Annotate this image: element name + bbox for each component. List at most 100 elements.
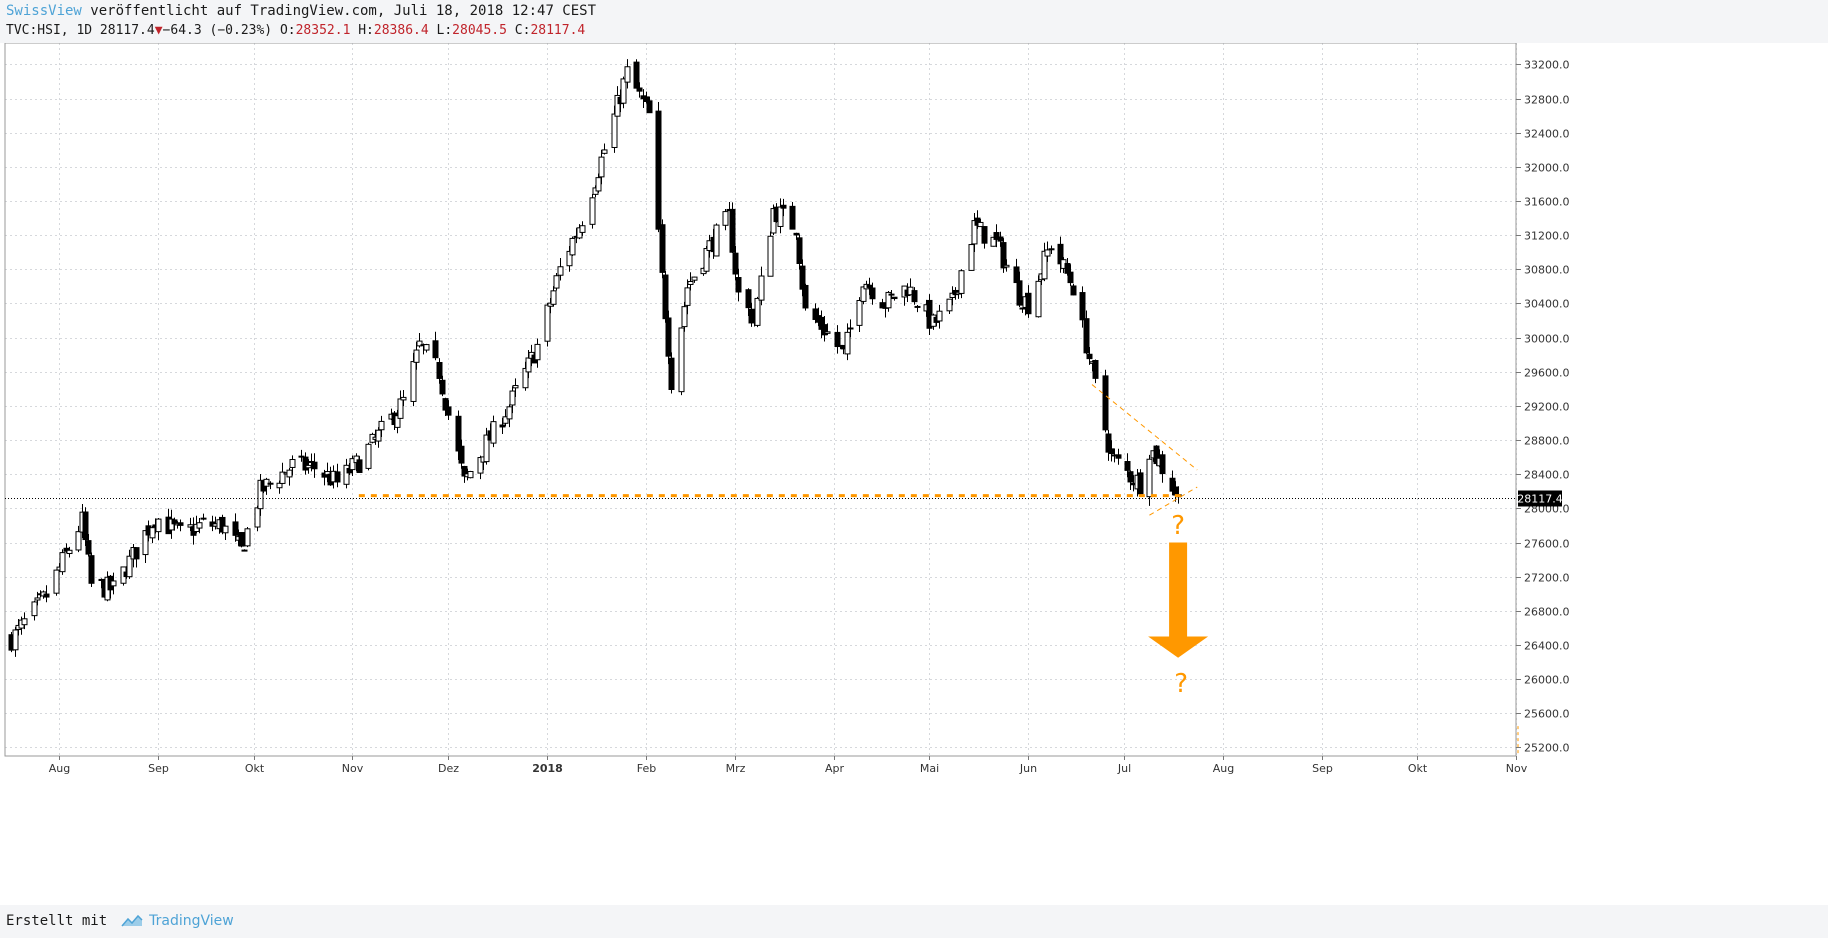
y-tick-label: 29200.0: [1524, 401, 1570, 414]
author-name[interactable]: SwissView: [6, 3, 82, 19]
candle-down: [82, 511, 89, 541]
candle-up: [289, 459, 296, 468]
candle-up: [59, 552, 66, 573]
candle-up: [196, 522, 203, 529]
low-value: 28045.5: [452, 23, 507, 38]
y-tick-label: 25600.0: [1524, 708, 1570, 721]
candle-down: [997, 236, 1004, 242]
y-tick-label: 31600.0: [1524, 196, 1570, 209]
candle-down: [458, 445, 465, 464]
y-tick-label: 28800.0: [1524, 435, 1570, 448]
candle-up: [365, 443, 372, 469]
candle-up: [502, 416, 509, 424]
candle-up: [349, 458, 356, 471]
candle-up: [257, 479, 264, 510]
candle-up: [483, 434, 490, 463]
y-tick-label: 30400.0: [1524, 298, 1570, 311]
candle-down: [1086, 353, 1093, 360]
candle-up: [375, 429, 382, 442]
candle-up: [589, 197, 596, 225]
candle-down: [732, 252, 739, 275]
candle-up: [678, 327, 685, 393]
y-tick-label: 26400.0: [1524, 640, 1570, 653]
candle-up: [1035, 280, 1042, 318]
y-tick-label: 33200.0: [1524, 59, 1570, 72]
plot-frame: [4, 42, 1517, 757]
candle-down: [1067, 271, 1074, 284]
candle-down: [98, 578, 105, 582]
candle-down: [445, 406, 452, 416]
candle-up: [569, 237, 576, 256]
open-value: 28352.1: [295, 23, 351, 38]
candle-up: [512, 385, 519, 389]
candle-up: [847, 327, 854, 330]
candle-up: [1146, 458, 1153, 498]
annotation-layer[interactable]: ??: [358, 384, 1519, 754]
down-triangle-icon: ▼: [154, 23, 163, 38]
candle-down: [241, 549, 248, 552]
x-tick-label: Okt: [1408, 762, 1428, 775]
current-price-label: 28117.4: [1517, 493, 1563, 506]
candlestick-chart[interactable]: ?? 25200.0 25600.0 26000.0 26400.0 26800.0 27…: [0, 42, 1828, 905]
x-tick-label: Apr: [825, 762, 845, 775]
trendline-lower: [1149, 486, 1198, 516]
x-tick-label: Aug: [49, 762, 70, 775]
candle-up: [155, 518, 162, 533]
candle-up: [12, 629, 19, 651]
question-mark-lower: ?: [1174, 669, 1188, 699]
candle-down: [1079, 292, 1086, 321]
candle-down: [1048, 248, 1055, 251]
current-price-badge: [1518, 490, 1562, 507]
candle-down: [869, 287, 876, 300]
candle-up: [620, 78, 627, 104]
candle-up: [946, 298, 953, 312]
candle-up: [110, 580, 117, 587]
chart-area[interactable]: ?? 25200.0 25600.0 26000.0 26400.0 26800.0 27…: [0, 42, 1828, 905]
candle-up: [936, 310, 943, 322]
candle-up: [713, 224, 720, 257]
y-tick-label: 32800.0: [1524, 94, 1570, 107]
candle-up: [684, 287, 691, 306]
tradingview-logo-icon: [121, 914, 143, 927]
footer: Erstellt mit TradingView: [6, 911, 234, 931]
candle-down: [1127, 471, 1134, 483]
high-label: H:: [358, 23, 374, 38]
candle-down: [891, 296, 898, 300]
candle-up: [254, 507, 261, 528]
chart-header-title: SwissView veröffentlicht auf TradingView…: [6, 3, 596, 20]
candle-down: [780, 204, 787, 209]
candle-down: [1083, 318, 1090, 354]
candle-up: [410, 361, 417, 402]
tradingview-link[interactable]: TradingView: [149, 913, 234, 929]
candle-up: [544, 304, 551, 342]
candle-up: [844, 331, 851, 355]
candles-layer: [8, 59, 1182, 657]
candle-up: [413, 349, 420, 363]
candle-down: [981, 226, 988, 244]
candle-up: [691, 276, 698, 281]
candle-down: [914, 305, 921, 308]
candle-down: [1159, 454, 1166, 475]
candle-up: [66, 549, 73, 555]
y-tick-label: 32400.0: [1524, 128, 1570, 141]
candle-down: [646, 100, 653, 114]
y-tick-label: 32000.0: [1524, 162, 1570, 175]
candle-down: [232, 521, 239, 536]
x-tick-label: Jun: [1019, 762, 1037, 775]
symbol-info: TVC:HSI, 1D 28117.4: [6, 23, 155, 38]
x-tick-label: Sep: [1312, 762, 1333, 775]
high-value: 28386.4: [373, 23, 429, 38]
candle-up: [885, 291, 892, 309]
candle-up: [754, 297, 761, 326]
candle-up: [958, 270, 965, 294]
candle-up: [126, 555, 133, 578]
candle-down: [356, 459, 363, 473]
candle-up: [149, 527, 156, 539]
candle-up: [968, 244, 975, 271]
x-tick-label: Dez: [438, 762, 459, 775]
candle-up: [579, 225, 586, 233]
candle-up: [490, 421, 497, 444]
candle-up: [21, 618, 28, 626]
ohlc-legend: TVC:HSI, 1D 28117.4▼−64.3 (−0.23%) O:283…: [6, 23, 585, 39]
candle-down: [735, 277, 742, 293]
